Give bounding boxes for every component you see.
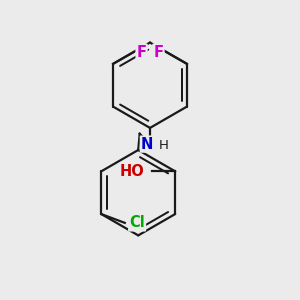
Text: F: F (136, 45, 147, 60)
Text: Cl: Cl (129, 215, 145, 230)
Text: HO: HO (119, 164, 144, 179)
Text: F: F (153, 45, 164, 60)
Text: H: H (158, 139, 168, 152)
Text: N: N (141, 136, 153, 152)
